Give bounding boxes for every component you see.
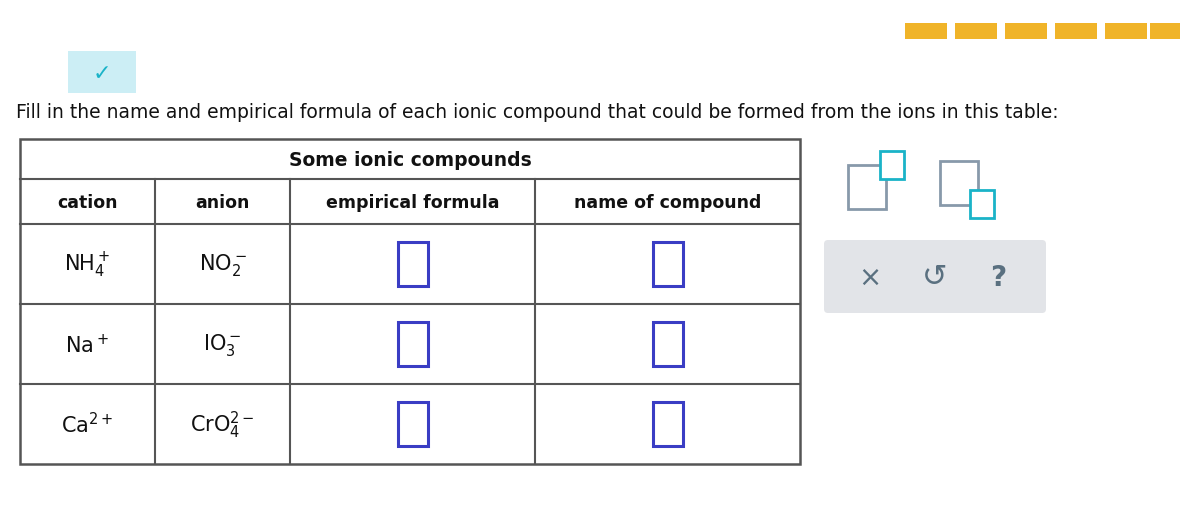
Bar xyxy=(905,24,947,40)
Text: empirical formula: empirical formula xyxy=(325,193,499,211)
Text: anion: anion xyxy=(196,193,250,211)
Text: Naming ionic compounds with common polyatomic ions: Naming ionic compounds with common polya… xyxy=(58,16,623,36)
Bar xyxy=(397,322,427,366)
Text: $\mathrm{Ca}^{2+}$: $\mathrm{Ca}^{2+}$ xyxy=(61,412,114,437)
FancyBboxPatch shape xyxy=(824,241,1046,314)
Text: ✓: ✓ xyxy=(92,64,112,84)
Bar xyxy=(20,140,800,464)
Text: $\mathrm{CrO}_4^{2-}$: $\mathrm{CrO}_4^{2-}$ xyxy=(190,409,254,440)
Bar xyxy=(397,402,427,446)
Bar xyxy=(1055,24,1097,40)
Bar xyxy=(848,165,886,210)
Text: $\mathrm{IO}_3^-$: $\mathrm{IO}_3^-$ xyxy=(203,331,241,357)
Text: ↺: ↺ xyxy=(923,263,948,292)
FancyBboxPatch shape xyxy=(817,125,1054,320)
Bar xyxy=(397,242,427,287)
Text: name of compound: name of compound xyxy=(574,193,761,211)
Text: ?: ? xyxy=(990,264,1006,292)
Text: $\mathrm{NO}_2^-$: $\mathrm{NO}_2^-$ xyxy=(198,251,246,277)
Bar xyxy=(1006,24,1046,40)
Text: $\mathrm{NH}_4^+$: $\mathrm{NH}_4^+$ xyxy=(65,250,110,279)
Bar xyxy=(653,242,683,287)
Text: Fill in the name and empirical formula of each ionic compound that could be form: Fill in the name and empirical formula o… xyxy=(16,102,1058,121)
Bar xyxy=(940,162,978,206)
FancyBboxPatch shape xyxy=(66,50,138,96)
Bar xyxy=(653,322,683,366)
Text: cation: cation xyxy=(58,193,118,211)
Bar xyxy=(955,24,997,40)
Text: $\mathrm{Na}^+$: $\mathrm{Na}^+$ xyxy=(66,333,109,356)
Bar xyxy=(653,402,683,446)
Bar xyxy=(970,191,994,218)
Text: ×: × xyxy=(858,264,882,292)
Bar xyxy=(880,152,904,180)
Bar xyxy=(1105,24,1147,40)
Bar xyxy=(1150,24,1180,40)
Text: Some ionic compounds: Some ionic compounds xyxy=(289,150,532,169)
